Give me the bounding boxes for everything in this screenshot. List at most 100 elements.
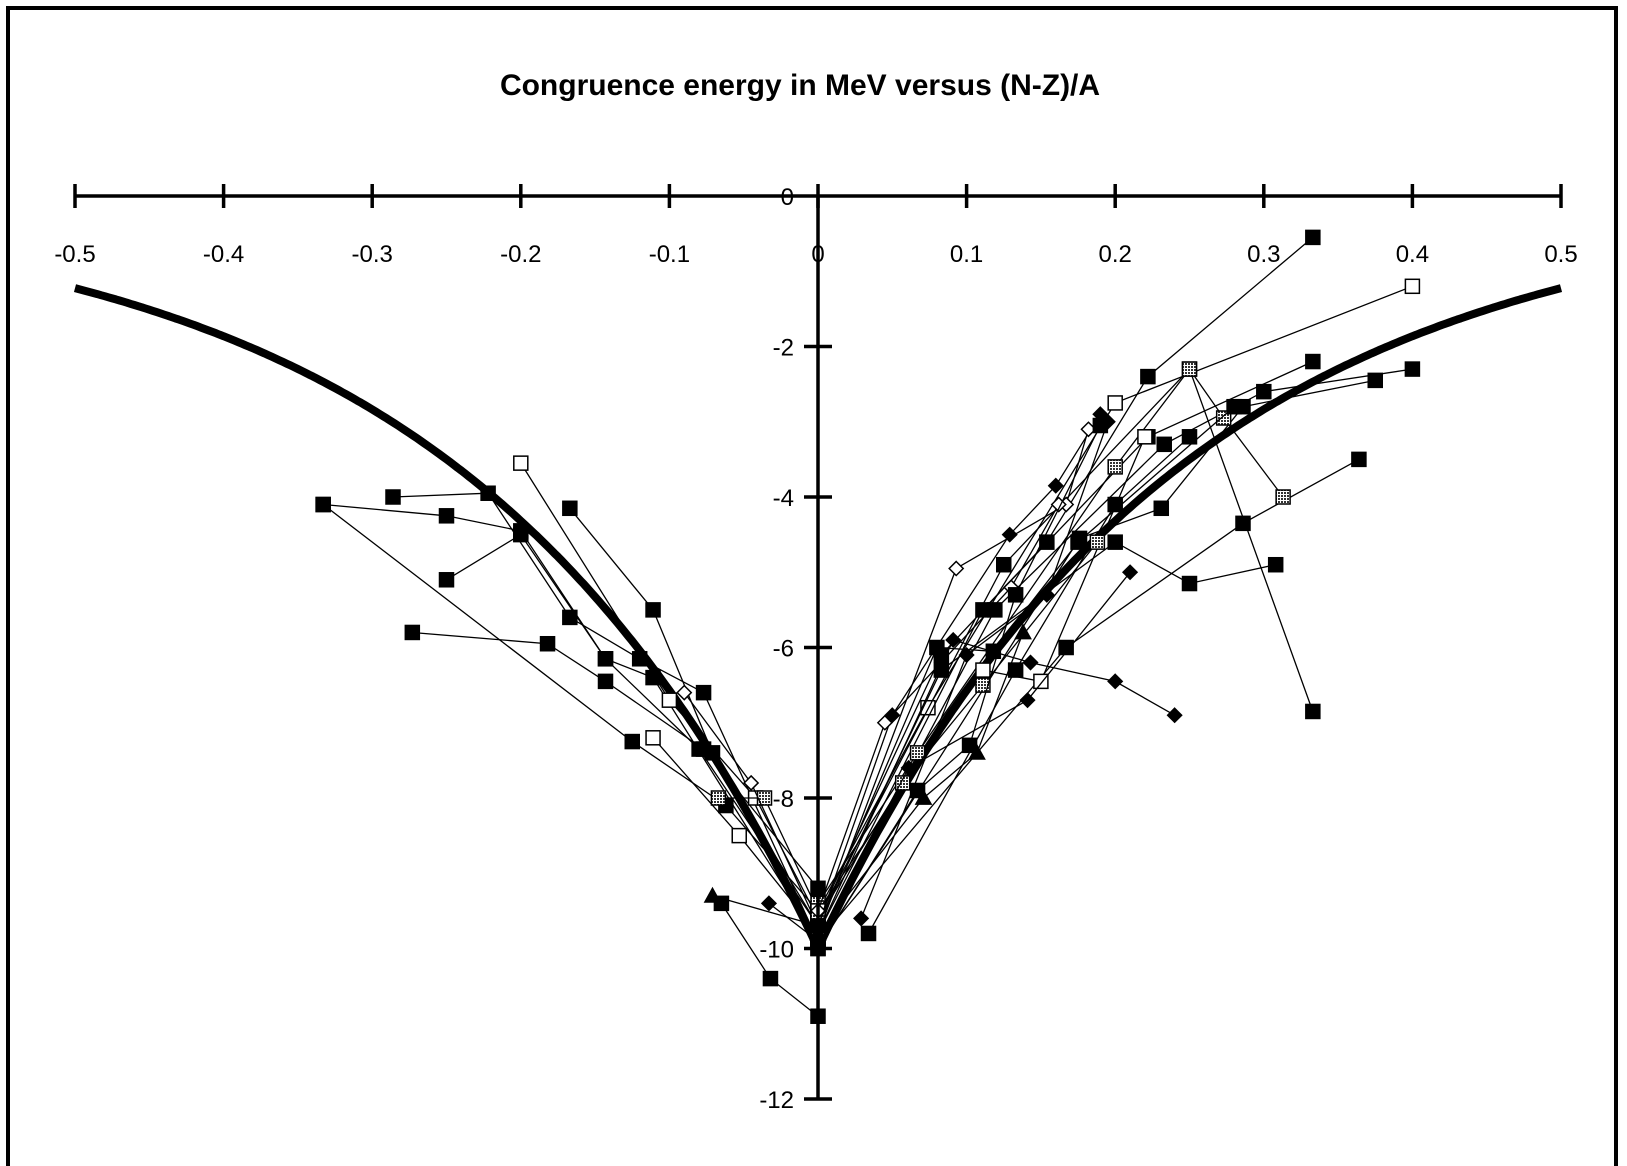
data-point bbox=[1022, 654, 1039, 671]
series-line bbox=[817, 367, 1314, 919]
data-point bbox=[1256, 383, 1272, 400]
series-line bbox=[817, 285, 1413, 912]
series-line bbox=[446, 533, 819, 927]
data-point bbox=[1014, 623, 1032, 640]
data-point bbox=[1107, 673, 1124, 690]
series-line bbox=[817, 379, 1376, 949]
data-point bbox=[1166, 707, 1183, 724]
series-line bbox=[712, 895, 819, 927]
data-point bbox=[385, 489, 401, 505]
data-point bbox=[1038, 586, 1055, 603]
data-point bbox=[710, 790, 727, 806]
series-2 bbox=[385, 485, 826, 949]
data-point bbox=[645, 730, 661, 746]
y-tick-label: -12 bbox=[759, 1087, 794, 1114]
series-line bbox=[412, 631, 819, 889]
series-line bbox=[817, 236, 1314, 919]
data-point bbox=[1107, 459, 1123, 475]
data-point bbox=[975, 662, 991, 678]
x-tick-label: -0.3 bbox=[352, 241, 393, 268]
series-line bbox=[392, 492, 819, 942]
data-point bbox=[704, 745, 721, 761]
data-point bbox=[1367, 372, 1383, 389]
data-point bbox=[1305, 229, 1321, 246]
series-19 bbox=[810, 451, 1367, 949]
x-tick-label: 0.1 bbox=[950, 241, 983, 268]
data-point bbox=[562, 609, 578, 626]
data-point bbox=[1215, 410, 1232, 426]
series-line bbox=[817, 429, 1090, 934]
data-point bbox=[762, 970, 779, 987]
data-point bbox=[756, 790, 773, 806]
series-33 bbox=[810, 398, 1242, 934]
data-point bbox=[438, 572, 455, 588]
x-tick-label: -0.4 bbox=[203, 241, 244, 268]
data-point bbox=[562, 500, 578, 517]
data-point bbox=[1070, 534, 1086, 550]
series-5 bbox=[315, 496, 826, 919]
x-tick-label: -0.1 bbox=[649, 241, 690, 268]
data-point bbox=[1019, 692, 1036, 709]
y-tick-label: -8 bbox=[773, 786, 794, 813]
series-line bbox=[817, 368, 1413, 942]
x-tick-label: 0.4 bbox=[1396, 241, 1429, 268]
x-tick-label: -0.5 bbox=[54, 241, 95, 268]
x-tick-label: 0.3 bbox=[1247, 241, 1280, 268]
series-line bbox=[569, 507, 819, 927]
data-point bbox=[1153, 500, 1170, 517]
series-24 bbox=[810, 429, 1153, 919]
data-point bbox=[1047, 477, 1064, 494]
data-point bbox=[676, 684, 693, 701]
x-tick-label: -0.2 bbox=[500, 241, 541, 268]
data-point bbox=[987, 602, 1003, 618]
x-tick-label: 0.5 bbox=[1544, 241, 1577, 268]
series-line bbox=[768, 902, 819, 942]
series-line bbox=[817, 458, 1360, 942]
chart-frame bbox=[6, 6, 1618, 1166]
series-line bbox=[817, 639, 1175, 934]
data-point bbox=[909, 745, 926, 761]
series-line bbox=[817, 541, 1098, 919]
data-point bbox=[1092, 417, 1109, 434]
series-line bbox=[322, 503, 819, 912]
data-point bbox=[1007, 587, 1024, 603]
data-point bbox=[661, 692, 678, 708]
x-tick-label: 0.2 bbox=[1099, 241, 1132, 268]
data-point bbox=[853, 910, 870, 927]
data-point bbox=[1058, 639, 1074, 656]
data-point bbox=[624, 733, 640, 750]
data-point bbox=[948, 560, 965, 577]
data-point bbox=[597, 673, 614, 690]
data-point bbox=[513, 526, 529, 543]
data-point bbox=[645, 669, 661, 686]
data-point bbox=[1181, 361, 1198, 377]
data-point bbox=[900, 759, 917, 776]
data-point bbox=[929, 639, 945, 656]
data-point bbox=[1351, 451, 1367, 468]
data-point bbox=[713, 895, 730, 912]
data-point bbox=[743, 774, 760, 792]
series-34 bbox=[810, 417, 1109, 957]
data-point bbox=[1275, 489, 1291, 505]
data-point bbox=[760, 895, 778, 912]
axes-layer: -0.5 -0.4 -0.3 -0.2 -0.1 0.1 0.2 0.3 0.4 0.5 0 0 -2 -… bbox=[54, 184, 1578, 1114]
data-point bbox=[480, 485, 496, 501]
data-point bbox=[909, 782, 926, 799]
data-point bbox=[1089, 534, 1106, 550]
data-point bbox=[1305, 353, 1321, 370]
chart-title: Congruence energy in MeV versus (N-Z)/A bbox=[500, 69, 1100, 102]
series-line bbox=[683, 692, 819, 927]
data-point bbox=[876, 714, 893, 731]
data-point bbox=[1181, 575, 1198, 592]
data-point bbox=[1226, 398, 1242, 415]
data-point bbox=[513, 455, 529, 471]
data-point bbox=[1404, 361, 1421, 377]
data-point bbox=[1107, 395, 1123, 411]
data-point bbox=[539, 635, 556, 652]
series-line bbox=[817, 406, 1235, 927]
series-layer bbox=[315, 229, 1421, 1024]
data-point bbox=[597, 651, 614, 667]
series-line bbox=[323, 503, 819, 942]
y-tick-label: -2 bbox=[773, 335, 794, 362]
data-point bbox=[996, 556, 1012, 573]
